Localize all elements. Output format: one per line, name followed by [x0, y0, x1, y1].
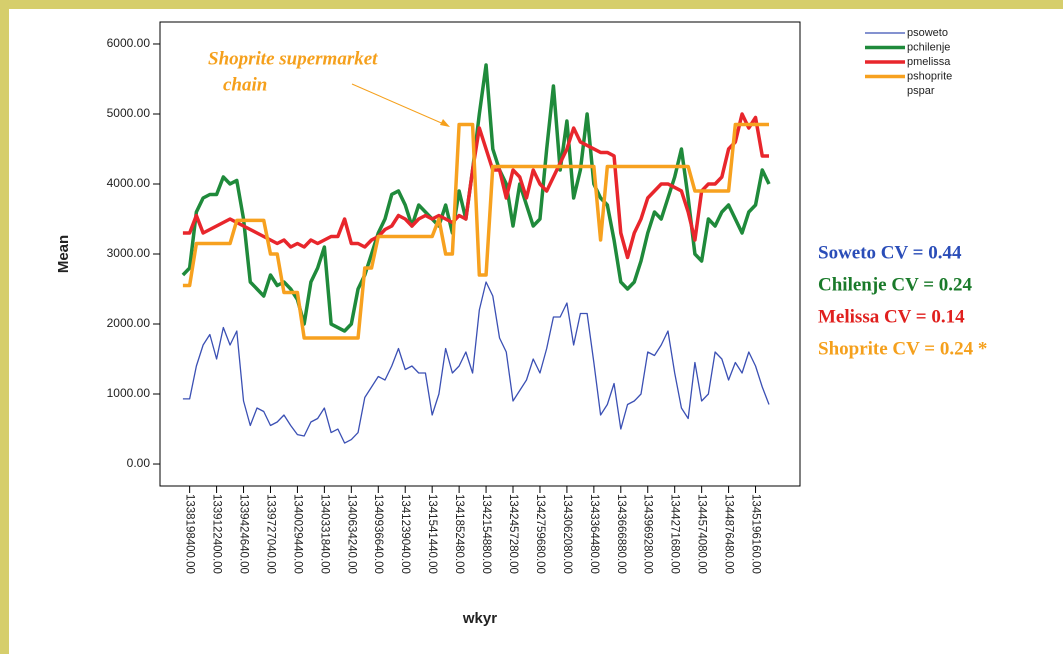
- x-tick-label: 1341852480.00: [453, 494, 465, 574]
- cv-note: Shoprite CV = 0.24 *: [818, 338, 987, 359]
- y-axis-title: Mean: [55, 235, 72, 273]
- x-tick-label: 1339122400.00: [211, 494, 223, 574]
- y-tick-label: 1000.00: [107, 386, 151, 400]
- series-line: [182, 112, 770, 260]
- x-tick-label: 1344876480.00: [723, 494, 735, 574]
- cv-note: Melissa CV = 0.14: [818, 306, 965, 327]
- x-tick-label: 1338198400.00: [184, 494, 196, 574]
- annotation: Shoprite supermarket: [208, 48, 378, 69]
- annotation-arrow: [351, 83, 447, 126]
- y-tick-label: 3000.00: [107, 246, 151, 260]
- x-tick-label: 1341239040.00: [399, 494, 411, 574]
- x-tick-label: 1341541440.00: [426, 494, 438, 574]
- x-tick-label: 1340634240.00: [345, 494, 357, 574]
- background: [9, 9, 1063, 654]
- cv-note: Soweto CV = 0.44: [818, 242, 962, 263]
- x-tick-label: 1345196160.00: [750, 494, 762, 574]
- y-tick-label: 6000.00: [107, 36, 151, 50]
- legend-label: pchilenje: [907, 41, 950, 53]
- series-line: [182, 122, 770, 340]
- x-tick-label: 1344271680.00: [669, 494, 681, 574]
- x-tick-label: 1339727040.00: [264, 494, 276, 574]
- x-tick-label: 1343062080.00: [561, 494, 573, 574]
- y-tick-label: 2000.00: [107, 316, 151, 330]
- y-tick-label: 4000.00: [107, 176, 151, 190]
- x-tick-label: 1343969280.00: [642, 494, 654, 574]
- x-tick-label: 1340936640.00: [372, 494, 384, 574]
- x-tick-label: 1342457280.00: [507, 494, 519, 574]
- annotation-arrowhead: [440, 119, 450, 127]
- cv-note: Chilenje CV = 0.24: [818, 274, 973, 295]
- legend-label: pmelissa: [907, 56, 951, 68]
- x-tick-label: 1343364480.00: [588, 494, 600, 574]
- series-line: [182, 281, 770, 444]
- x-tick-label: 1340029440.00: [291, 494, 303, 574]
- x-axis-title: wkyr: [462, 610, 497, 627]
- x-tick-label: 1339424640.00: [238, 494, 250, 574]
- legend-label: pspar: [907, 85, 935, 97]
- legend-label: psoweto: [907, 27, 948, 39]
- x-tick-label: 1343666880.00: [615, 494, 627, 574]
- x-tick-label: 1342759680.00: [534, 494, 546, 574]
- x-tick-label: 1344574080.00: [696, 494, 708, 574]
- annotation: chain: [223, 74, 267, 95]
- x-tick-label: 1342154880.00: [480, 494, 492, 574]
- x-tick-label: 1340331840.00: [318, 494, 330, 574]
- y-tick-label: 5000.00: [107, 106, 151, 120]
- y-tick-label: 0.00: [127, 456, 151, 470]
- legend-label: pshoprite: [907, 70, 952, 82]
